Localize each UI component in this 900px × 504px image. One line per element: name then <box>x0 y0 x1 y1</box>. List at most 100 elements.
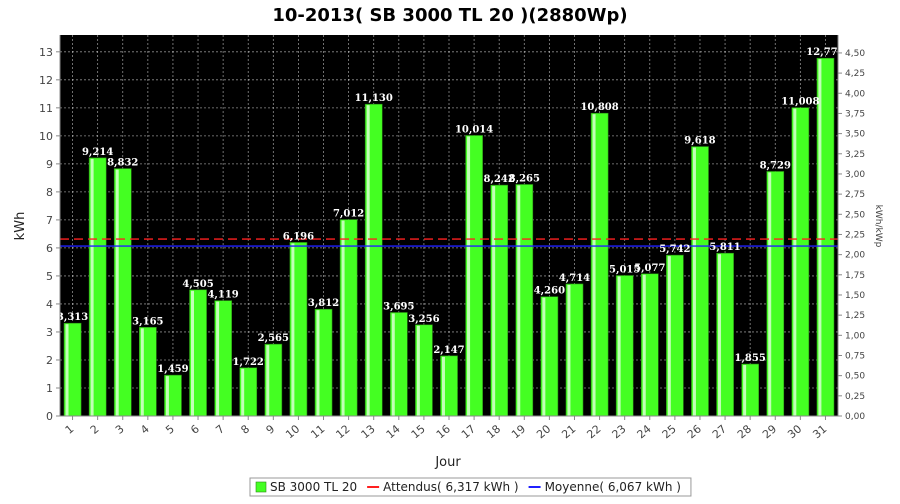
bar-highlight <box>341 220 345 416</box>
bar-value-label: 3,695 <box>383 301 414 312</box>
x-tick-label: 18 <box>484 422 503 441</box>
x-tick-label: 12 <box>333 422 352 441</box>
bar-value-label: 10,808 <box>580 102 618 113</box>
bar-value-label: 4,119 <box>207 290 238 301</box>
x-tick-label: 15 <box>409 422 428 441</box>
bar-value-label: 3,812 <box>308 298 339 309</box>
y-tick-label: 7 <box>46 214 53 227</box>
bar-highlight <box>266 345 270 416</box>
x-tick-label: 31 <box>810 422 829 441</box>
y2-axis: 0,00 0,25 0,50 0,75 1,00 1,25 1,50 1,75 2,00 2,25… <box>837 35 865 422</box>
bar-18 <box>490 184 509 417</box>
y-tick-label: 5 <box>46 270 53 283</box>
y-axis-label: kWh <box>13 212 28 241</box>
bar-value-label: 7,012 <box>333 209 364 220</box>
y2-tick-label: 3,25 <box>845 150 865 160</box>
bar-1 <box>63 322 82 417</box>
x-tick-label: 20 <box>534 422 553 441</box>
bar-value-label: 8,832 <box>107 158 138 169</box>
legend-box <box>249 477 692 497</box>
bar-highlight <box>617 276 621 416</box>
x-tick-label: 25 <box>660 422 679 441</box>
bar-22 <box>590 112 609 417</box>
bar-24 <box>640 273 659 417</box>
bar-value-label: 1,459 <box>157 364 188 375</box>
legend-item-2: Moyenne( 6,067 kWh ) <box>528 480 681 494</box>
bar-14 <box>389 312 408 417</box>
bar-highlight <box>818 59 822 417</box>
x-tick-label: 11 <box>308 422 327 441</box>
legend-label: SB 3000 TL 20 <box>270 480 357 494</box>
bar-highlight <box>692 147 696 416</box>
bar-3 <box>113 168 132 417</box>
x-tick-label: 9 <box>264 422 278 436</box>
bar-27 <box>716 252 734 417</box>
bar-value-label: 5,015 <box>609 265 640 276</box>
y2-tick-label: 0,25 <box>845 392 865 402</box>
bar-value-label: 4,714 <box>559 273 590 284</box>
chart-title: 10-2013( SB 3000 TL 20 )(2880Wp) <box>272 5 627 26</box>
x-tick-label: 8 <box>238 422 252 436</box>
bar-highlight <box>316 310 320 416</box>
y-tick-label: 3 <box>46 326 53 339</box>
bar-highlight <box>517 185 521 416</box>
bar-2 <box>88 157 107 417</box>
bar-value-label: 5,077 <box>634 263 665 274</box>
bars <box>63 57 835 417</box>
bar-highlight <box>416 325 420 416</box>
y2-tick-label: 2,50 <box>845 210 865 220</box>
bar-value-label: 9,618 <box>684 136 715 147</box>
bar-highlight <box>140 328 144 416</box>
y-tick-label: 9 <box>46 158 53 171</box>
x-tick-label: 10 <box>283 422 302 441</box>
x-axis: 1 2 3 4 5 6 7 8 9 10 11 12 13 14 15 16 17 18 19 20 21 22 23 24 2… <box>60 415 838 441</box>
x-tick-label: 2 <box>88 422 102 436</box>
bar-value-label: 1,855 <box>734 353 765 364</box>
x-tick-label: 1 <box>63 422 77 436</box>
bar-value-label: 8,265 <box>509 173 540 184</box>
y-tick-label: 6 <box>46 242 53 255</box>
bar-5 <box>164 374 182 417</box>
legend-swatch <box>255 481 267 493</box>
legend-item-1: Attendus( 6,317 kWh ) <box>367 480 519 494</box>
x-tick-label: 14 <box>384 422 403 441</box>
bar-21 <box>565 283 584 417</box>
x-tick-label: 24 <box>635 422 654 441</box>
bar-value-label: 3,256 <box>408 314 439 325</box>
bar-highlight <box>115 169 119 416</box>
reference-lines <box>60 238 838 247</box>
x-tick-label: 22 <box>584 422 603 441</box>
bar-highlight <box>391 313 395 416</box>
bar-value-label: 11,130 <box>355 93 393 104</box>
bar-13 <box>364 103 383 417</box>
bar-value-label: 10,014 <box>455 124 493 135</box>
y2-tick-label: 3,50 <box>845 130 865 140</box>
bar-value-label: 12,772 <box>806 47 844 58</box>
y-tick-label: 12 <box>39 74 53 87</box>
y-tick-label: 8 <box>46 186 53 199</box>
bar-highlight <box>768 172 772 416</box>
bar-highlight <box>718 254 722 416</box>
bar-value-label: 4,505 <box>182 279 213 290</box>
bar-11 <box>314 308 333 417</box>
x-tick-label: 17 <box>459 422 478 441</box>
y-tick-label: 1 <box>46 382 53 395</box>
bar-highlight <box>165 376 169 416</box>
y2-tick-label: 2,25 <box>845 230 865 240</box>
bar-30 <box>791 107 810 417</box>
y2-tick-label: 1,50 <box>845 291 865 301</box>
legend-label: Moyenne( 6,067 kWh ) <box>545 480 681 494</box>
bar-20 <box>540 296 559 417</box>
y2-tick-label: 1,75 <box>845 271 865 281</box>
y2-tick-label: 0,75 <box>845 351 865 361</box>
bar-value-label: 9,214 <box>82 147 113 158</box>
x-tick-label: 30 <box>785 422 804 441</box>
bar-31 <box>816 57 835 417</box>
bar-value-label: 3,313 <box>57 312 88 323</box>
bar-value-label: 5,742 <box>659 244 690 255</box>
x-tick-label: 28 <box>735 422 754 441</box>
x-tick-label: 29 <box>760 422 779 441</box>
y2-tick-label: 1,00 <box>845 331 865 341</box>
bar-highlight <box>793 108 797 416</box>
